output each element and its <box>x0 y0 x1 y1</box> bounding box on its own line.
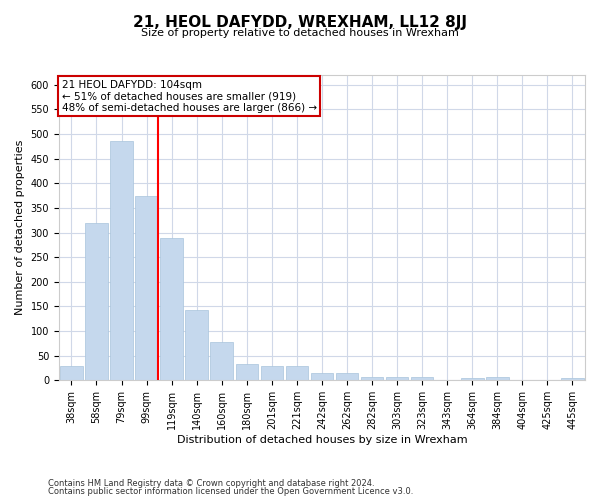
Bar <box>311 373 333 380</box>
Bar <box>85 222 108 380</box>
Bar <box>386 377 409 380</box>
Y-axis label: Number of detached properties: Number of detached properties <box>15 140 25 316</box>
Text: 21 HEOL DAFYDD: 104sqm
← 51% of detached houses are smaller (919)
48% of semi-de: 21 HEOL DAFYDD: 104sqm ← 51% of detached… <box>62 80 317 113</box>
Bar <box>561 378 584 380</box>
Text: Size of property relative to detached houses in Wrexham: Size of property relative to detached ho… <box>141 28 459 38</box>
Bar <box>486 377 509 380</box>
Bar <box>160 238 183 380</box>
Text: Contains public sector information licensed under the Open Government Licence v3: Contains public sector information licen… <box>48 487 413 496</box>
Bar <box>336 373 358 380</box>
Bar <box>286 366 308 380</box>
Bar <box>236 364 258 380</box>
Bar <box>136 196 158 380</box>
Text: 21, HEOL DAFYDD, WREXHAM, LL12 8JJ: 21, HEOL DAFYDD, WREXHAM, LL12 8JJ <box>133 15 467 30</box>
Bar <box>260 366 283 380</box>
Bar <box>60 366 83 380</box>
Bar <box>461 378 484 380</box>
X-axis label: Distribution of detached houses by size in Wrexham: Distribution of detached houses by size … <box>176 435 467 445</box>
Bar <box>361 377 383 380</box>
Bar <box>185 310 208 380</box>
Bar <box>110 142 133 380</box>
Bar <box>211 342 233 380</box>
Bar <box>411 377 433 380</box>
Text: Contains HM Land Registry data © Crown copyright and database right 2024.: Contains HM Land Registry data © Crown c… <box>48 478 374 488</box>
